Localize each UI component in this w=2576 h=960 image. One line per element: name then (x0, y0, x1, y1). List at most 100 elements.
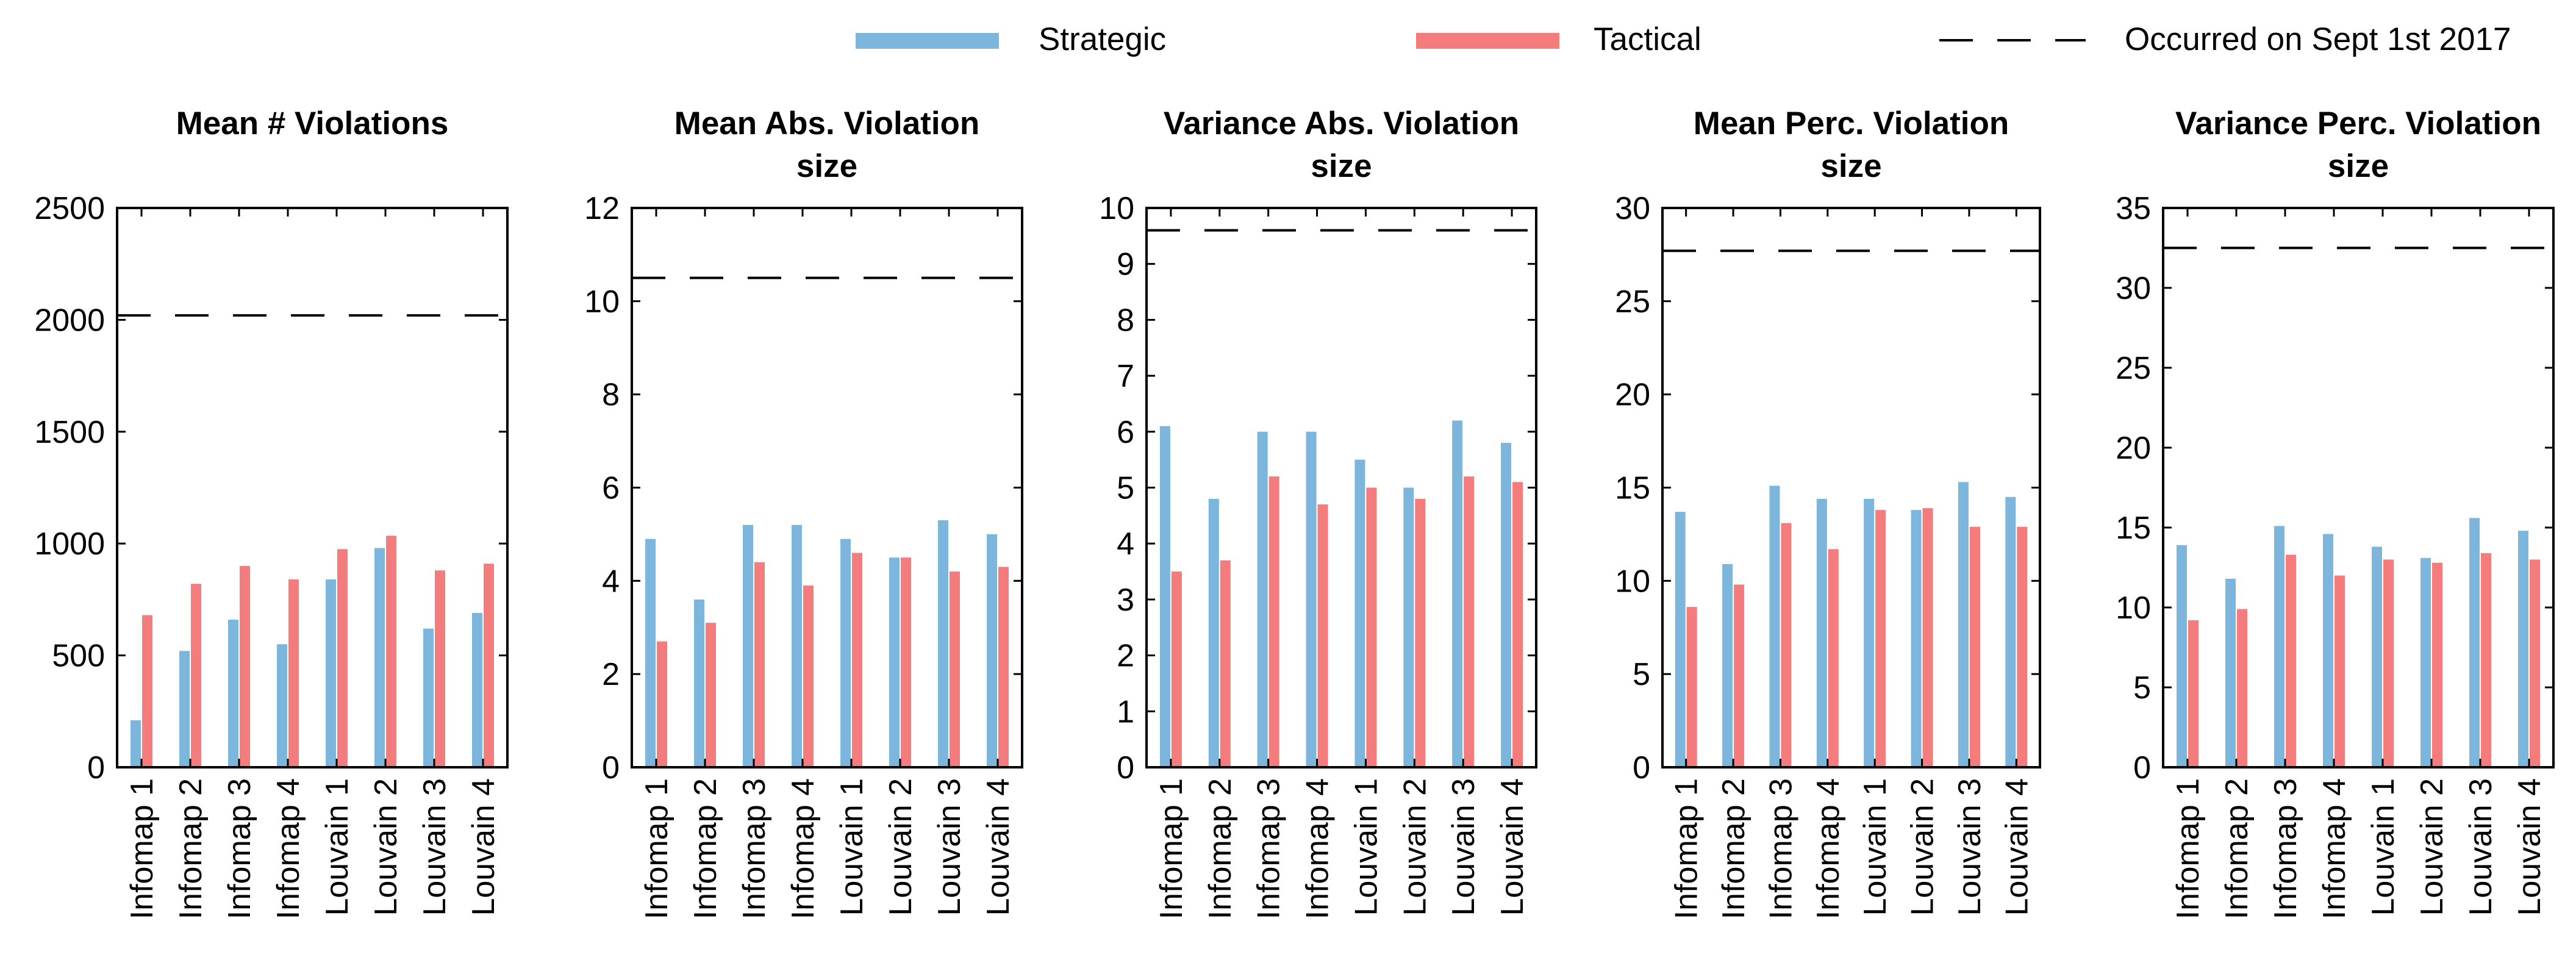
y-tick-label: 25 (1615, 284, 1650, 320)
bar-strategic-infomap-2 (179, 651, 190, 767)
y-tick-label: 5 (1633, 657, 1650, 692)
y-tick-label: 6 (1117, 415, 1134, 450)
bar-strategic-louvain-2 (1911, 510, 1922, 767)
axes-frame (1661, 207, 2041, 768)
bar-strategic-infomap-1 (645, 539, 656, 767)
axes-frame (2162, 207, 2555, 768)
panels: Mean # Violations Infomap 1 Infomap 2 Infom… (34, 106, 2555, 919)
x-tick-label: Louvain 2 (1905, 778, 1941, 916)
x-tick-label: Infomap 1 (2170, 778, 2206, 919)
x-tick-label: Louvain 1 (320, 778, 355, 916)
y-tick-label: 0 (1633, 750, 1650, 786)
bar-strategic-infomap-2 (1722, 564, 1733, 767)
bar-strategic-louvain-3 (423, 628, 434, 767)
bar-tactical-louvain-3 (1464, 476, 1475, 767)
bar-strategic-infomap-3 (2274, 526, 2284, 767)
y-tick-label: 4 (602, 564, 620, 599)
y-tick-label: 3 (1117, 582, 1134, 618)
bar-tactical-infomap-2 (191, 584, 201, 767)
x-tick-label: Infomap 4 (271, 778, 306, 919)
bar-tactical-louvain-2 (386, 536, 396, 767)
bar-tactical-louvain-2 (2432, 562, 2442, 767)
bar-tactical-louvain-3 (435, 570, 445, 767)
bar-strategic-louvain-4 (1501, 443, 1512, 767)
bar-tactical-louvain-4 (1512, 482, 1523, 767)
x-tick-label: Louvain 3 (2463, 778, 2499, 916)
bar-tactical-infomap-3 (754, 562, 765, 767)
x-tick-label: Louvain 2 (2414, 778, 2450, 916)
bar-strategic-infomap-1 (1159, 426, 1170, 767)
bar-tactical-louvain-4 (2017, 526, 2028, 767)
y-tick-label: 7 (1117, 359, 1134, 394)
bar-tactical-infomap-2 (706, 623, 716, 767)
x-tick-label: Infomap 3 (1763, 778, 1798, 919)
bar-tactical-infomap-1 (1171, 571, 1182, 767)
bar-strategic-infomap-4 (277, 644, 287, 767)
y-tick-label: 1 (1117, 694, 1134, 729)
x-tick-label: Louvain 1 (834, 778, 870, 916)
bar-strategic-louvain-3 (938, 520, 948, 767)
x-tick-label: Infomap 2 (688, 778, 723, 919)
bar-tactical-infomap-2 (1220, 560, 1231, 767)
y-tick-label: 30 (2116, 271, 2151, 306)
bar-tactical-infomap-4 (1828, 549, 1839, 767)
bar-strategic-louvain-1 (2372, 546, 2382, 767)
x-tick-label: Infomap 4 (1300, 778, 1336, 919)
bar-strategic-infomap-4 (1816, 498, 1827, 767)
x-tick-label: Infomap 3 (1251, 778, 1287, 919)
bar-strategic-infomap-1 (131, 720, 141, 767)
bar-strategic-louvain-1 (840, 539, 851, 767)
legend-strategic-label: Strategic (1039, 21, 1166, 57)
x-tick-label: Infomap 2 (2219, 778, 2255, 919)
axes-frame (1145, 207, 1537, 768)
bar-tactical-infomap-3 (1268, 476, 1279, 767)
x-tick-label: Louvain 2 (368, 778, 404, 916)
y-tick-label: 10 (1615, 564, 1650, 599)
panel-5: Variance Perc. Violation size Infomap 1 Inf… (2116, 106, 2555, 919)
y-tick-label: 35 (2116, 191, 2151, 226)
bar-tactical-louvain-3 (950, 571, 960, 767)
bar-tactical-louvain-3 (1969, 526, 1980, 767)
y-tick-label: 2 (1117, 639, 1134, 674)
panel-1: Mean # Violations Infomap 1 Infomap 2 Infom… (34, 106, 509, 919)
bar-strategic-louvain-2 (2420, 557, 2431, 767)
y-tick-label: 0 (2133, 750, 2151, 786)
x-tick-label: Louvain 1 (1348, 778, 1384, 916)
y-tick-label: 30 (1615, 191, 1650, 226)
panel-title: Mean Perc. Violation size (1694, 106, 2009, 184)
panel-title: Mean # Violations (176, 106, 449, 141)
x-tick-label: Louvain 2 (883, 778, 918, 916)
y-tick-label: 2 (602, 657, 620, 692)
x-tick-label: Louvain 4 (1495, 778, 1530, 916)
bar-strategic-louvain-3 (1452, 420, 1463, 767)
bar-tactical-infomap-4 (1317, 504, 1328, 767)
bar-strategic-infomap-4 (1306, 431, 1317, 767)
y-tick-label: 10 (1099, 191, 1134, 226)
bar-tactical-louvain-1 (1366, 487, 1377, 767)
bar-strategic-louvain-2 (374, 548, 385, 767)
bar-strategic-louvain-2 (1403, 487, 1414, 767)
panel-2: Mean Abs. Violation size Infomap 1 Infomap … (584, 106, 1023, 919)
y-tick-label: 2000 (34, 303, 105, 338)
panel-3: Variance Abs. Violation size Infomap 1 Info… (1099, 106, 1537, 919)
x-tick-label: Infomap 1 (639, 778, 674, 919)
bar-tactical-louvain-1 (852, 553, 862, 767)
bar-tactical-louvain-1 (1875, 510, 1886, 767)
y-tick-label: 12 (584, 191, 620, 226)
bar-strategic-louvain-4 (2005, 496, 2016, 767)
bar-tactical-louvain-4 (998, 567, 1009, 767)
x-tick-label: Infomap 1 (1154, 778, 1189, 919)
x-tick-label: Louvain 3 (417, 778, 453, 916)
bar-tactical-infomap-1 (142, 615, 152, 767)
x-tick-label: Louvain 1 (2366, 778, 2401, 916)
bar-strategic-louvain-1 (1354, 459, 1365, 767)
bar-strategic-infomap-1 (1675, 512, 1686, 767)
y-tick-label: 0 (1117, 750, 1134, 786)
bar-strategic-louvain-1 (1864, 498, 1875, 767)
bar-tactical-infomap-4 (2334, 575, 2345, 767)
panel-title: Variance Perc. Violation size (2175, 106, 2541, 184)
y-tick-label: 0 (602, 750, 620, 786)
legend-strategic-swatch (856, 33, 999, 49)
bar-strategic-infomap-3 (228, 619, 238, 767)
